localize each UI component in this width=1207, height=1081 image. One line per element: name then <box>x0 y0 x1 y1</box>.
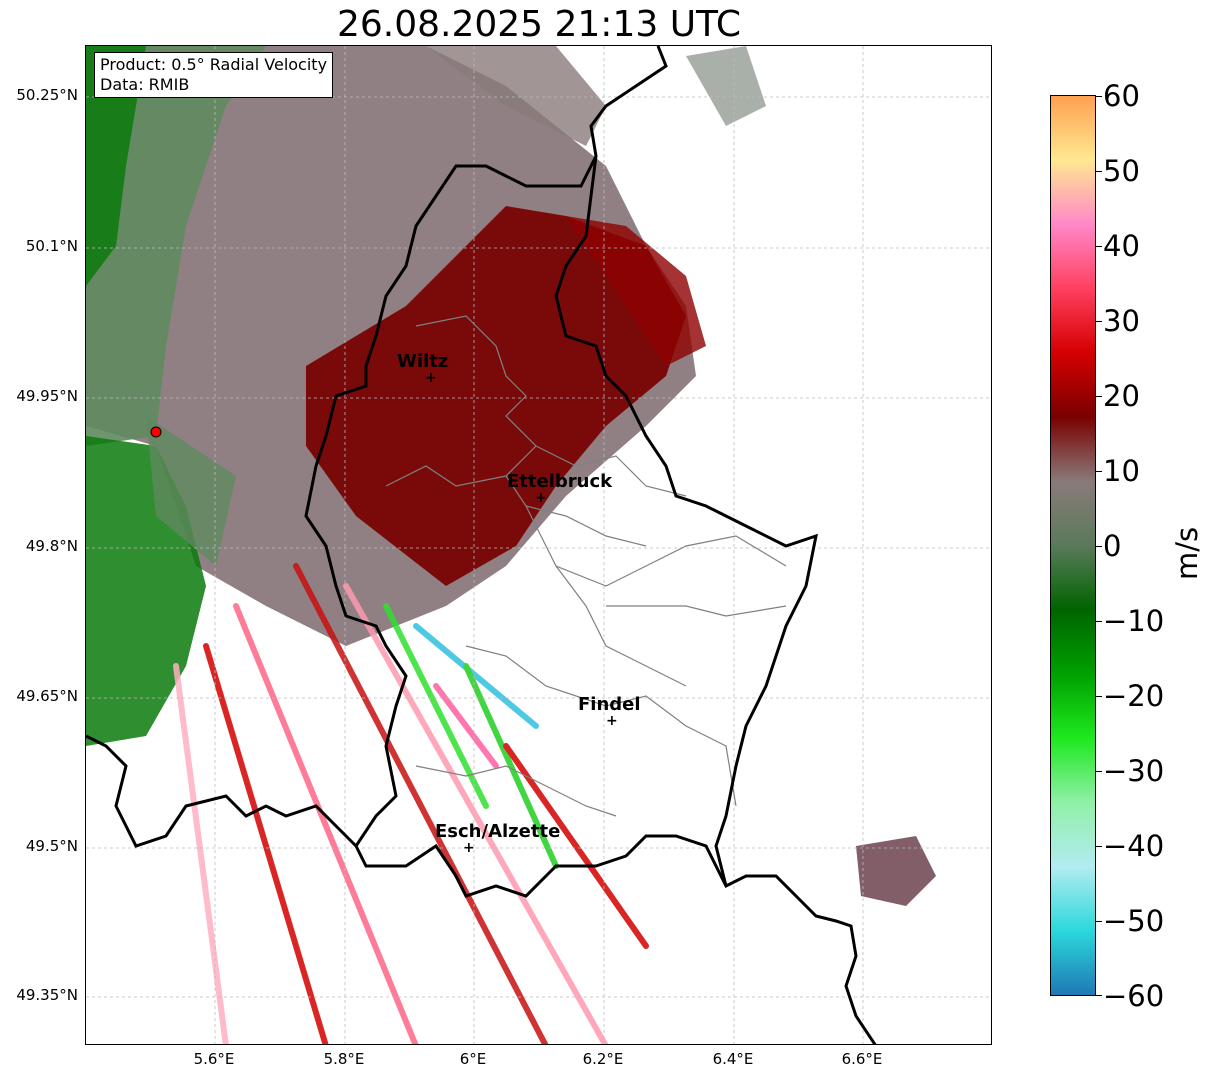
lon-tick-label: 5.8°E <box>323 1050 365 1068</box>
country-border-west <box>86 734 358 848</box>
colorbar-tick-label: −30 <box>1103 754 1165 788</box>
country-border <box>304 46 877 1044</box>
colorbar-tick-mark <box>1096 246 1102 247</box>
colorbar-tick-label: 30 <box>1103 304 1140 338</box>
colorbar-tick-mark <box>1096 546 1102 547</box>
product-label: Product: 0.5° Radial Velocity <box>100 55 328 74</box>
lat-tick-label: 49.5°N <box>25 837 78 855</box>
radar-site-marker <box>150 426 162 438</box>
lat-tick-label: 50.25°N <box>16 86 78 104</box>
colorbar-tick-label: 10 <box>1103 454 1140 488</box>
city-label-ettelbruck: Ettelbruck <box>507 471 613 492</box>
lat-tick-label: 50.1°N <box>25 237 78 255</box>
colorbar-tick-label: 20 <box>1103 379 1140 413</box>
product-info-box: Product: 0.5° Radial Velocity Data: RMIB <box>94 52 334 98</box>
colorbar-tick-label: 60 <box>1103 79 1140 113</box>
colorbar-tick-label: 40 <box>1103 229 1140 263</box>
colorbar-tick-label: −20 <box>1103 679 1165 713</box>
velocity-colorbar <box>1050 95 1096 996</box>
colorbar-unit-label: m/s <box>1170 526 1204 580</box>
lat-tick-label: 49.35°N <box>16 986 78 1004</box>
latitude-axis: 50.25°N 50.1°N 49.95°N 49.8°N 49.65°N 49… <box>0 0 78 1081</box>
colorbar-tick-label: 0 <box>1103 529 1122 563</box>
colorbar-tick-mark <box>1096 471 1102 472</box>
lat-tick-label: 49.95°N <box>16 387 78 405</box>
colorbar-tick-label: 50 <box>1103 154 1140 188</box>
lon-tick-label: 6°E <box>459 1050 487 1068</box>
canton-boundaries <box>385 315 787 817</box>
colorbar-tick-label: −60 <box>1103 979 1165 1013</box>
city-marker-wiltz: + <box>425 370 437 386</box>
colorbar-tick-mark <box>1096 96 1102 97</box>
lon-tick-label: 6.4°E <box>712 1050 754 1068</box>
lat-tick-label: 49.65°N <box>16 687 78 705</box>
colorbar-tick-mark <box>1096 921 1102 922</box>
colorbar-tick-mark <box>1096 995 1102 996</box>
colorbar-tick-label: −10 <box>1103 604 1165 638</box>
lon-tick-label: 5.6°E <box>193 1050 235 1068</box>
grid-lines <box>86 46 991 1044</box>
city-label-wiltz: Wiltz <box>397 351 449 372</box>
radar-map <box>85 45 992 1045</box>
colorbar-tick-mark <box>1096 321 1102 322</box>
colorbar-tick-mark <box>1096 621 1102 622</box>
radar-map-canvas <box>86 46 991 1044</box>
colorbar-tick-label: −50 <box>1103 904 1165 938</box>
lat-tick-label: 49.8°N <box>25 537 78 555</box>
lon-tick-label: 6.6°E <box>841 1050 883 1068</box>
velocity-streaks <box>173 563 649 1044</box>
city-label-esch-alzette: Esch/Alzette <box>435 821 561 842</box>
data-source-label: Data: RMIB <box>100 75 190 94</box>
colorbar-tick-mark <box>1096 171 1102 172</box>
city-marker-ettelbruck: + <box>535 490 547 506</box>
colorbar-tick-mark <box>1096 696 1102 697</box>
colorbar-tick-mark <box>1096 771 1102 772</box>
colorbar-tick-mark <box>1096 846 1102 847</box>
map-title: 26.08.2025 21:13 UTC <box>336 4 742 45</box>
city-marker-esch-alzette: + <box>463 840 475 856</box>
lon-tick-label: 6.2°E <box>582 1050 624 1068</box>
country-border-east <box>554 155 818 887</box>
city-label-findel: Findel <box>578 694 641 715</box>
city-marker-findel: + <box>606 713 618 729</box>
colorbar-tick-mark <box>1096 396 1102 397</box>
colorbar-tick-label: −40 <box>1103 829 1165 863</box>
